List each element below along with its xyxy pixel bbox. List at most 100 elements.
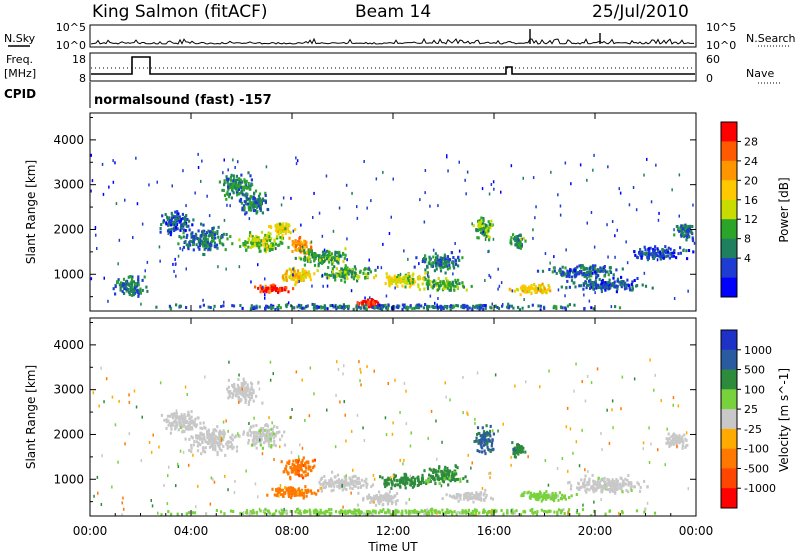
data-cell [320, 476, 324, 480]
data-cell [337, 480, 340, 484]
data-cell [517, 238, 520, 242]
data-cell [541, 282, 544, 286]
data-cell [519, 286, 523, 290]
data-cell [594, 264, 597, 268]
data-cell [323, 482, 326, 486]
data-cell [313, 491, 316, 495]
data-cell [584, 271, 587, 275]
data-cell [251, 235, 254, 239]
data-cell [376, 306, 379, 309]
speckle-cell [351, 191, 353, 195]
speckle-cell [345, 183, 348, 187]
data-cell [303, 239, 306, 243]
data-cell [428, 473, 431, 477]
freq-label: Freq. [6, 53, 33, 66]
data-cell [184, 425, 187, 429]
data-cell [458, 282, 461, 286]
data-cell [561, 265, 564, 269]
speckle-cell [650, 200, 653, 204]
data-cell [192, 218, 195, 222]
data-cell [582, 272, 585, 276]
data-cell [606, 281, 609, 285]
data-cell [227, 385, 230, 389]
data-cell [456, 493, 460, 497]
data-cell [139, 291, 142, 295]
data-cell [250, 443, 254, 447]
data-cell [644, 284, 648, 288]
speckle-cell [557, 288, 560, 292]
speckle-cell [102, 192, 105, 196]
data-cell [160, 223, 163, 227]
data-cell [545, 289, 548, 293]
data-cell [297, 458, 301, 462]
data-cell [300, 460, 303, 464]
data-cell [207, 438, 210, 442]
data-cell [246, 511, 249, 515]
data-cell [417, 283, 420, 287]
data-cell [204, 446, 207, 450]
data-cell [118, 283, 121, 287]
data-cell [252, 197, 255, 201]
data-cell [542, 493, 545, 497]
data-cell [487, 234, 490, 238]
speckle-cell [594, 291, 596, 295]
data-cell [248, 429, 251, 433]
data-cell [477, 494, 480, 498]
data-cell [353, 474, 356, 478]
data-cell [671, 251, 674, 255]
speckle-cell [605, 270, 607, 274]
data-cell [197, 229, 200, 233]
data-cell [625, 488, 628, 492]
data-cell [605, 286, 608, 290]
data-cell [581, 508, 585, 512]
data-cell [263, 441, 266, 445]
data-cell [491, 441, 494, 445]
data-cell [393, 478, 396, 482]
data-cell [392, 495, 395, 499]
data-cell [272, 243, 275, 247]
data-cell [345, 271, 348, 275]
data-cell [394, 500, 397, 504]
speckle-cell [537, 287, 539, 291]
data-cell [670, 439, 673, 443]
data-cell [184, 415, 187, 419]
data-cell [350, 275, 353, 279]
data-cell [433, 261, 437, 265]
data-cell [686, 224, 689, 228]
speckle-cell [424, 169, 427, 172]
data-cell [292, 266, 296, 270]
data-cell [334, 481, 337, 485]
data-cell [268, 444, 271, 448]
data-cell [567, 274, 570, 278]
data-cell [225, 442, 228, 446]
data-cell [174, 210, 177, 214]
data-cell [527, 305, 530, 309]
speckle-cell [593, 245, 596, 249]
speckle-cell [95, 233, 97, 237]
speckle-cell [611, 220, 614, 223]
data-cell [612, 276, 615, 280]
data-cell [367, 272, 370, 275]
data-cell [293, 274, 296, 278]
data-cell [481, 437, 484, 441]
power-y-label: Slant Range [km] [24, 160, 38, 264]
data-cell [269, 286, 272, 290]
data-cell [264, 436, 267, 440]
data-cell [456, 304, 459, 308]
data-cell [688, 235, 691, 239]
data-cell [595, 486, 598, 490]
data-cell [317, 264, 320, 268]
data-cell [388, 490, 391, 494]
data-cell [237, 378, 240, 381]
data-cell [337, 484, 341, 488]
data-cell [429, 280, 432, 284]
data-cell [449, 307, 452, 311]
speckle-cell [312, 216, 314, 219]
data-cell [412, 272, 415, 276]
data-cell [673, 436, 676, 440]
data-cell [350, 268, 354, 272]
data-cell [263, 511, 266, 515]
data-cell [524, 450, 527, 454]
data-cell [268, 225, 271, 229]
data-cell [604, 288, 607, 292]
